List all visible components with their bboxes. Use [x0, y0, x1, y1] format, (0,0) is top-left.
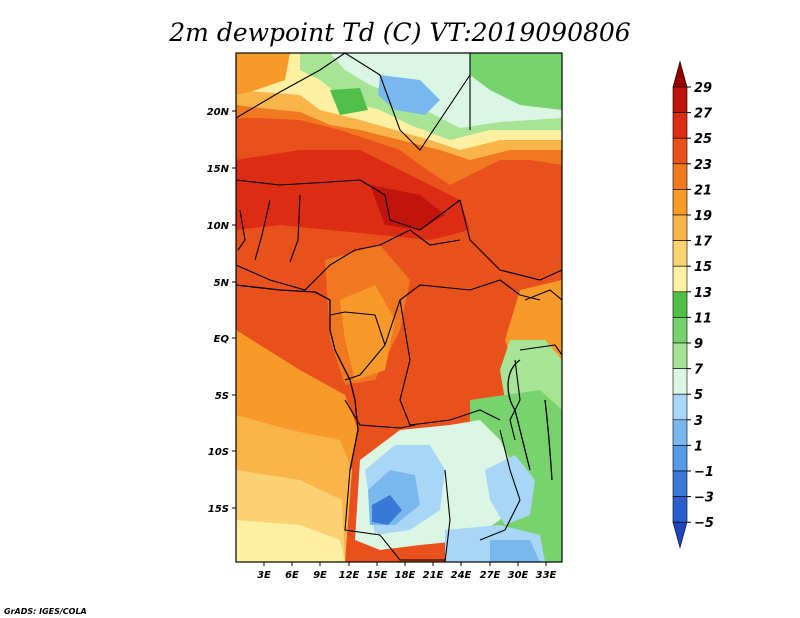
lat-label: 5N	[214, 278, 230, 289]
lat-label: 5S	[215, 391, 229, 402]
colorbar-segment	[672, 317, 688, 344]
colorbar-segment	[672, 521, 688, 549]
colorbar-label: 1	[694, 439, 703, 454]
lat-label: 20N	[207, 107, 230, 118]
lon-label: 21E	[423, 570, 444, 581]
lon-label: 33E	[536, 570, 557, 581]
colorbar-segment	[672, 368, 688, 395]
colorbar-segment	[672, 496, 688, 523]
colorbar-segment	[672, 342, 688, 369]
lon-label: 9E	[313, 570, 327, 581]
colorbar-segment	[672, 470, 688, 497]
colorbar-label: 13	[694, 286, 712, 301]
lon-axis: 3E 6E 9E 12E 15E 18E 21E 24E 27E 30E 33E	[257, 562, 557, 581]
colorbar-segment	[672, 214, 688, 241]
colorbar-label: 29	[694, 81, 712, 96]
colorbar-label: 15	[694, 260, 712, 275]
lat-label: 15S	[208, 504, 229, 515]
lon-label: 3E	[257, 570, 271, 581]
colorbar-label: 23	[694, 158, 712, 173]
colorbar-label: 9	[694, 337, 703, 352]
colorbar-label: 7	[694, 363, 704, 378]
colorbar-label: −1	[694, 465, 714, 480]
colorbar-segment	[672, 60, 688, 88]
colorbar-segment	[672, 419, 688, 446]
colorbar-segment	[672, 393, 688, 421]
colorbar-label: 21	[694, 183, 712, 198]
colorbar-segment	[672, 240, 688, 267]
colorbar-segment	[672, 137, 688, 165]
colorbar-segment	[672, 445, 688, 472]
colorbar-segment	[672, 112, 688, 139]
lat-label: 15N	[207, 164, 230, 175]
colorbar-label: 17	[694, 235, 713, 250]
lon-label: 24E	[451, 570, 472, 581]
lat-label: 10S	[208, 447, 229, 458]
chart-title: 2m dewpoint Td (C) VT:2019090806	[168, 18, 631, 47]
lon-label: 15E	[367, 570, 388, 581]
colorbar-label: 25	[694, 132, 712, 147]
lon-label: 30E	[508, 570, 529, 581]
map-frame	[235, 52, 563, 563]
dewpoint-field	[236, 53, 562, 562]
colorbar-segment	[672, 163, 688, 190]
colorbar-label: 5	[694, 388, 703, 403]
lon-label: 12E	[339, 570, 360, 581]
colorbar-label: 27	[694, 107, 713, 122]
lon-label: 18E	[395, 570, 416, 581]
colorbar-label: 19	[694, 209, 712, 224]
colorbar-label: −3	[694, 491, 714, 506]
colorbar-segment	[672, 189, 688, 216]
colorbar-segment	[672, 265, 688, 293]
lon-label: 27E	[480, 570, 501, 581]
colorbar-segment	[672, 291, 688, 318]
lat-axis: 20N 15N 10N 5N EQ 5S 10S 15S	[207, 107, 236, 515]
grads-credit: GrADS: IGES/COLA	[4, 607, 87, 616]
colorbar-label: 3	[694, 414, 703, 429]
lat-label: EQ	[214, 334, 230, 345]
lat-label: 10N	[207, 221, 230, 232]
colorbar-label: 11	[694, 311, 712, 326]
lon-label: 6E	[285, 570, 299, 581]
colorbar: 29 27 25 23 21 19 17 15 13 11 9 7 5 3 1 −1 −3 −5	[672, 60, 714, 549]
colorbar-segment	[672, 86, 688, 113]
colorbar-label: −5	[694, 516, 714, 531]
